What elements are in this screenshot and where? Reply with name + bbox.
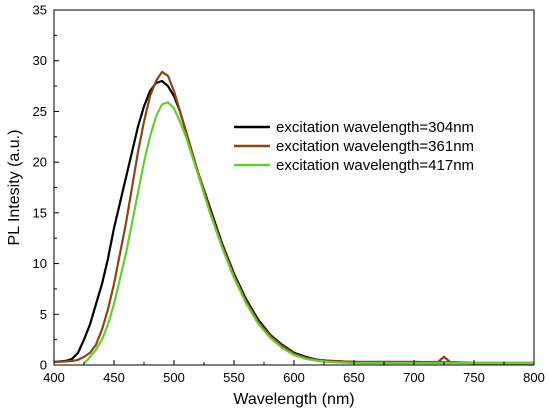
y-tick-label: 35 <box>33 3 47 18</box>
series-line-2 <box>53 70 534 365</box>
series-line-3 <box>83 101 534 365</box>
y-tick-label: 25 <box>33 104 47 119</box>
series-layer <box>53 70 534 365</box>
x-tick-label: 400 <box>43 370 65 385</box>
y-tick-label: 10 <box>33 256 47 271</box>
x-tick-label: 500 <box>163 370 185 385</box>
legend-label-1: excitation wavelength=304nm <box>276 119 474 136</box>
x-axis-title: Wavelength (nm) <box>233 391 354 408</box>
x-axis-ticks: 400 450 500 550 600 650 700 750 800 <box>43 360 545 385</box>
y-tick-label: 20 <box>33 155 47 170</box>
legend-label-2: excitation wavelength=361nm <box>276 138 474 155</box>
legend: excitation wavelength=304nm excitation wa… <box>234 119 474 174</box>
x-tick-label: 800 <box>523 370 545 385</box>
y-axis-ticks: 0 5 10 15 20 25 30 35 <box>33 3 59 373</box>
y-tick-label: 30 <box>33 53 47 68</box>
x-tick-label: 650 <box>343 370 365 385</box>
x-tick-label: 700 <box>403 370 425 385</box>
x-tick-label: 600 <box>283 370 305 385</box>
x-tick-label: 750 <box>463 370 485 385</box>
y-tick-label: 0 <box>40 358 47 373</box>
y-axis-title: PL Intesity (a.u.) <box>6 130 23 246</box>
plot-frame <box>53 9 535 366</box>
y-tick-label: 15 <box>33 205 47 220</box>
legend-label-3: excitation wavelength=417nm <box>276 157 474 174</box>
y-tick-label: 5 <box>40 307 47 322</box>
plot-border <box>53 9 535 366</box>
x-tick-label: 550 <box>223 370 245 385</box>
x-tick-label: 450 <box>103 370 125 385</box>
